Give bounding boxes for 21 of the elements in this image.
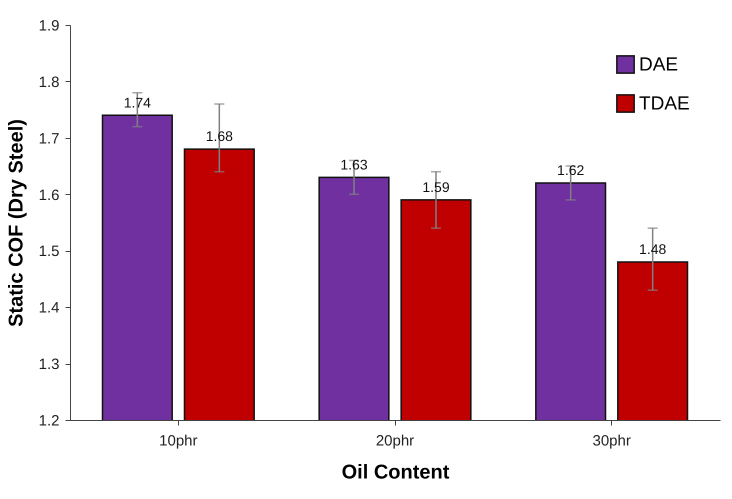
y-axis-title: Static COF (Dry Steel) [6,119,28,327]
data-label: 1.63 [340,156,368,172]
data-label: 1.74 [124,94,152,110]
y-tick-label: 1.6 [38,186,60,204]
y-tick-label: 1.5 [38,243,60,260]
x-tick-label: 30phr [592,432,631,450]
legend-label: TDAE [639,94,690,114]
x-tick-label: 20phr [376,432,414,450]
data-label: 1.68 [206,128,234,144]
data-label: 1.62 [557,162,585,178]
y-tick-label: 1.4 [38,300,60,317]
y-tick-label: 1.7 [38,130,60,148]
y-tick-label: 1.3 [38,356,60,374]
data-label: 1.59 [422,178,450,195]
x-axis-title: Oil Content [342,462,450,484]
legend-label: DAE [639,54,678,76]
x-tick-label: 10phr [159,432,198,450]
y-tick-label: 1.8 [38,74,60,91]
data-label: 1.48 [639,241,666,257]
y-tick-label: 1.2 [38,412,60,430]
y-tick-label: 1.9 [38,18,60,34]
